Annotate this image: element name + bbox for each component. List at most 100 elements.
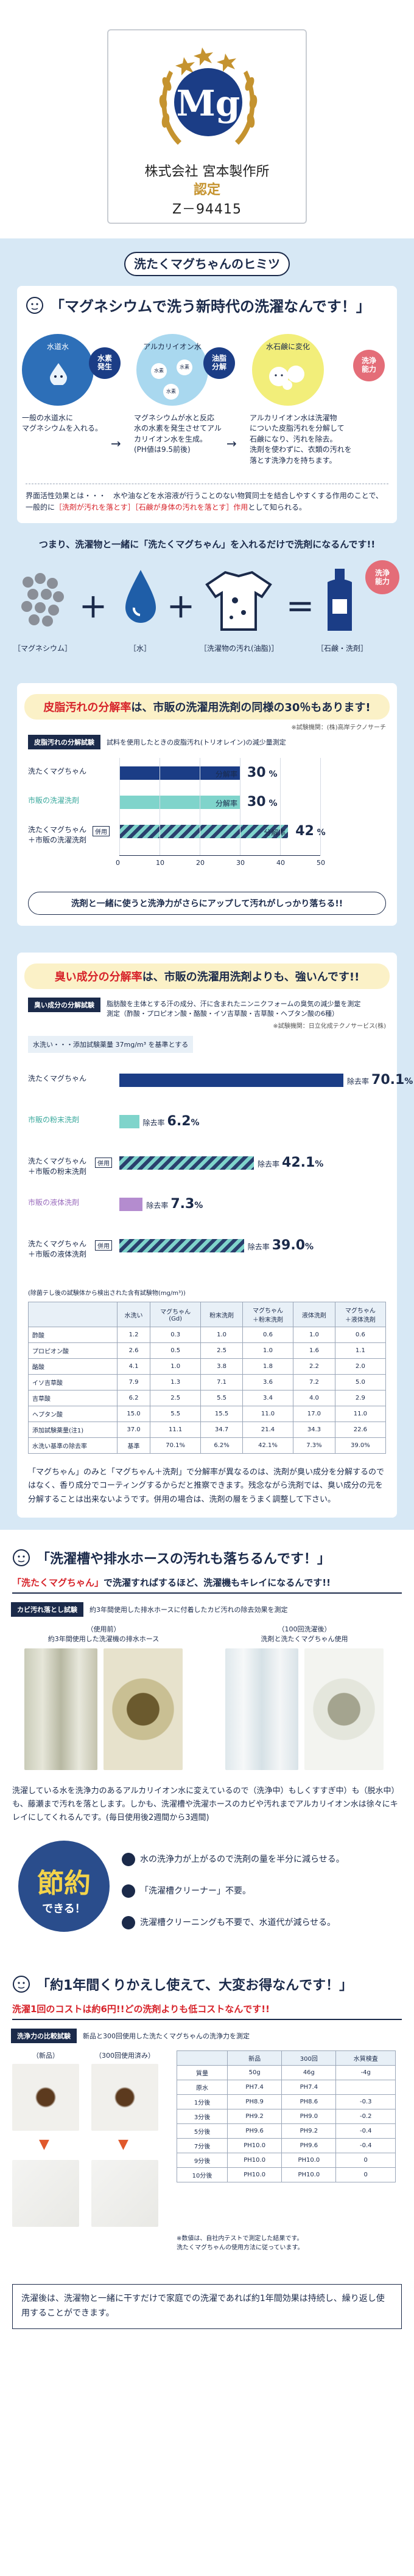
plus-symbol: ＋: [79, 591, 107, 625]
table-row: 7分後 PH10.0 PH9.6 -0.4: [176, 2137, 396, 2153]
table-cell: プロピオン酸: [27, 1342, 118, 1359]
check-icon: [122, 1852, 135, 1866]
bar-tag: 除去率: [347, 1077, 370, 1086]
x-tick-label: 50: [317, 859, 325, 867]
smell-test-row: 臭い成分の分解試験 脂肪酸を主体とする汗の成分、汗に含まれたニンニクフォームの臭…: [28, 998, 386, 1018]
tshirt-icon: [205, 571, 272, 631]
table-cell: -0.3: [335, 2094, 396, 2109]
table-header-cell: マグちゃん ＋粉末洗剤: [242, 1302, 294, 1328]
table-cell: PH8.6: [281, 2094, 337, 2109]
table-cell: [335, 2079, 396, 2095]
bar-label: 洗たくマグちゃん: [28, 767, 87, 776]
table-cell: 7.3%: [293, 1437, 335, 1454]
bar-tag: 除去率: [247, 1243, 270, 1252]
cost-headline: 洗濯1回のコストは約6円!!どの洗剤よりも低コストなんです!!: [12, 2002, 402, 2020]
person-thinking-icon: [13, 1549, 30, 1566]
table-cell: PH9.2: [227, 2108, 282, 2124]
after-hose-photo: [225, 1648, 298, 1770]
water-drop-icon: [125, 570, 156, 623]
smell-bar-chart: 洗たくマグちゃん 除去率 70.1% 市販の粉末洗剤 除去率 6.2% 洗たくマグちゃん ＋…: [28, 1061, 413, 1280]
savings-small-text: できる！: [42, 1902, 86, 1915]
oil-test-label: 皮脂汚れの分解試験: [28, 735, 100, 750]
table-cell: 5.0: [334, 1374, 387, 1391]
used-photo-label: （300回使用済み）: [95, 2051, 155, 2060]
smell-chart-source: ※試験機関：日立化成テクノサービス(株): [273, 1023, 386, 1030]
grid-line: [280, 758, 281, 856]
table-cell: 21.4: [242, 1422, 294, 1439]
table-header-cell: [176, 2050, 228, 2066]
soap-water-caption: アルカリイオン水は洗濯物 についた皮脂汚れを分解して 石鹸になり、汚れを除去。 …: [250, 414, 352, 465]
table-cell: 11.0: [242, 1406, 294, 1423]
table-cell: 0.3: [150, 1327, 202, 1344]
table-cell: 3.6: [242, 1374, 294, 1391]
bar-tag: 分解率: [264, 828, 286, 838]
table-cell: 1.8: [242, 1358, 294, 1375]
hose-photos: （使用前） 約3年間使用した洗濯機の排水ホース （100回洗濯後） 洗剤と洗たく…: [0, 1624, 414, 1776]
table-cell: 2.6: [117, 1342, 151, 1359]
table-cell: 0.6: [334, 1327, 387, 1344]
detergent-bottle-icon: [328, 569, 352, 631]
table-row: 原水 PH7.4 PH7.4: [176, 2079, 396, 2095]
bar-tag: 除去率: [258, 1160, 280, 1169]
table-cell: 1.2: [117, 1327, 151, 1344]
x-tick-label: 40: [276, 859, 285, 867]
data-bar: [119, 1239, 244, 1253]
oil-test-row: 皮脂汚れの分解試験 試料を使用したときの皮脂汚れ(トリオレイン)の減少量測定: [28, 735, 386, 750]
savings-circle: 節約 できる！: [18, 1840, 110, 1932]
x-tick-label: 0: [116, 859, 120, 867]
bar-percent: 7.3%: [170, 1196, 203, 1212]
certificate-number: Z－94415: [172, 202, 242, 217]
x-tick-label: 10: [156, 859, 164, 867]
table-cell: 7分後: [176, 2137, 228, 2153]
svg-text:Mg: Mg: [177, 83, 240, 124]
table-cell: 4.0: [293, 1390, 335, 1407]
bar-percent: 6.2%: [167, 1114, 200, 1130]
check-icon: [122, 1884, 135, 1898]
table-cell: 50g: [227, 2064, 282, 2080]
table-cell: 1.0: [200, 1327, 243, 1344]
certified-label: 認定: [193, 182, 220, 198]
magnesium-pellets-icon: [21, 573, 64, 627]
table-header-cell: マグちゃん ＋液体洗剤: [334, 1302, 387, 1328]
bar-label: 洗たくマグちゃん: [28, 1074, 87, 1083]
table-cell: 34.3: [293, 1422, 335, 1439]
plus-symbol: ＋: [167, 591, 195, 625]
table-cell: 2.5: [150, 1390, 202, 1407]
smell-base-note: 水洗い・・・添加試験薬量 37mg/m³ を基準とする: [28, 1036, 194, 1054]
secret-section: 洗たくマグちゃんのヒミツ 「マグネシウムで洗う新時代の洗濯なんです！」 水道水 …: [0, 238, 414, 939]
table-cell: 酪酸: [27, 1358, 118, 1375]
smell-test-desc: 脂肪酸を主体とする汗の成分、汗に含まれたニンニクフォームの臭気の減少量を測定 測…: [107, 1000, 361, 1018]
table-cell: 1.1: [334, 1342, 387, 1359]
table-row: 9分後 PH10.0 PH10.0 0: [176, 2152, 396, 2168]
down-arrow-icon: ▼: [39, 2136, 49, 2152]
before-hose-photo: [24, 1648, 97, 1770]
soap-water-title: 水石鹸に変化: [265, 342, 310, 351]
table-cell: 0.6: [242, 1327, 294, 1344]
table-cell: PH10.0: [281, 2167, 337, 2182]
mold-test-desc: 約3年間使用した排水ホースに付着したカビ汚れの除去効果を測定: [89, 1605, 288, 1614]
certificate-card: Mg 株式会社 宮本製作所 認定 Z－94415: [107, 29, 307, 224]
grid-line: [320, 758, 321, 856]
bar-percent: 42 %: [295, 824, 326, 839]
data-bar: [119, 825, 289, 839]
table-cell: 1.6: [293, 1342, 335, 1359]
table-cell: PH7.4: [281, 2079, 337, 2095]
table-cell: 吉草酸: [27, 1390, 118, 1407]
tank-headline: 「洗たくマグちゃん」で洗濯すればするほど、洗濯機もキレイになるんです!!: [12, 1576, 402, 1594]
saving-item: 「洗濯槽クリーナー」不要。: [122, 1884, 251, 1898]
table-cell: 1.3: [150, 1374, 202, 1391]
table-cell: PH10.0: [227, 2167, 282, 2182]
tank-paragraph: 洗濯している水を洗浄力のあるアルカリイオン水に変えているので（洗浄中）もしくすす…: [12, 1786, 399, 1822]
table-cell: イソ吉草酸: [27, 1374, 118, 1391]
compare-test-row: 洗浄力の比較試験 新品と300回使用した洗たくマグちゃんの洗浄力を測定: [11, 2028, 403, 2043]
table-header-cell: 新品: [227, 2050, 282, 2066]
data-bar: [119, 766, 240, 780]
table-cell: 3.8: [200, 1358, 243, 1375]
table-cell: -0.2: [335, 2108, 396, 2124]
table-cell: 42.1%: [242, 1437, 294, 1454]
table-cell: 3分後: [176, 2108, 228, 2124]
table-row: 酢酸 1.2 0.3 1.0 0.6 1.0 0.6: [27, 1327, 387, 1344]
bar-label: 洗たくマグちゃん ＋市販の洗濯洗剤: [28, 825, 87, 845]
table-row: プロピオン酸 2.6 0.5 2.5 1.0 1.6 1.1: [27, 1342, 387, 1359]
saving-item: 洗濯槽クリーニングも不要で、水道代が減らせる。: [122, 1915, 335, 1929]
